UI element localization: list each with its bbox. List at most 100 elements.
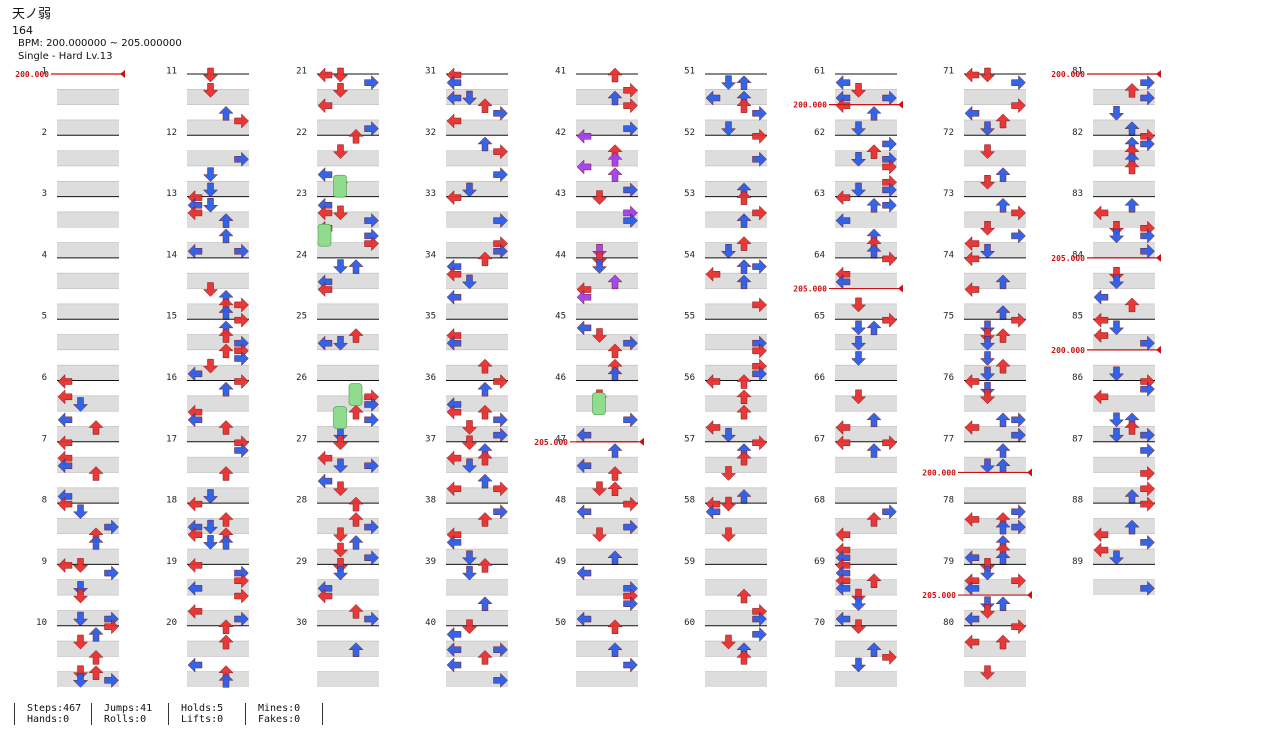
step-arrow bbox=[1140, 136, 1155, 152]
beat-band bbox=[705, 119, 767, 136]
beat-band bbox=[705, 242, 767, 258]
measure-number: 78 bbox=[943, 496, 954, 506]
step-arrow bbox=[736, 236, 752, 251]
beat-band bbox=[317, 610, 379, 626]
beat-band bbox=[317, 211, 379, 228]
step-arrow bbox=[995, 443, 1011, 458]
step-arrow bbox=[1093, 327, 1109, 344]
step-arrow bbox=[1140, 90, 1155, 106]
step-arrow bbox=[964, 105, 980, 121]
step-arrow bbox=[317, 67, 333, 83]
step-arrow bbox=[623, 519, 638, 535]
measure-number: 49 bbox=[555, 557, 566, 567]
measure-number: 24 bbox=[296, 250, 307, 260]
beat-band bbox=[576, 119, 638, 136]
step-arrow bbox=[835, 212, 851, 229]
step-arrow bbox=[218, 381, 234, 397]
beat-band bbox=[964, 181, 1026, 197]
step-arrow bbox=[752, 205, 767, 221]
step-arrow bbox=[720, 243, 737, 259]
step-arrow bbox=[234, 297, 249, 313]
beat-band bbox=[1093, 334, 1155, 350]
bpm-change-label: 205.000 bbox=[922, 591, 956, 600]
step-arrow bbox=[187, 205, 203, 221]
beat-band bbox=[446, 641, 508, 657]
beat-band bbox=[446, 89, 508, 105]
beat-band bbox=[576, 365, 638, 381]
beat-band bbox=[576, 457, 638, 473]
beat-band bbox=[576, 641, 638, 657]
beat-band bbox=[57, 181, 119, 197]
measure-number: 68 bbox=[814, 496, 825, 506]
step-arrow bbox=[1124, 519, 1140, 535]
step-arrow bbox=[317, 450, 333, 466]
beat-band bbox=[317, 641, 379, 657]
beat-band bbox=[964, 303, 1026, 320]
step-arrow bbox=[218, 228, 234, 244]
beat-band bbox=[446, 457, 508, 473]
step-arrow bbox=[866, 573, 882, 588]
beat-band bbox=[964, 579, 1026, 596]
measure-number: 17 bbox=[166, 434, 177, 444]
step-arrow bbox=[493, 504, 508, 520]
step-arrow bbox=[882, 649, 897, 665]
beat-band bbox=[1093, 181, 1155, 197]
step-arrow bbox=[1140, 496, 1155, 512]
step-arrow bbox=[1140, 534, 1155, 551]
beat-band bbox=[705, 579, 767, 596]
beat-band bbox=[57, 487, 119, 504]
step-arrow bbox=[1108, 266, 1125, 282]
beat-band bbox=[964, 549, 1026, 565]
step-arrow bbox=[1011, 312, 1026, 328]
bpm-marker-icon bbox=[1156, 253, 1161, 262]
step-arrow bbox=[964, 511, 980, 528]
beat-band bbox=[317, 273, 379, 289]
step-arrow bbox=[1093, 205, 1109, 221]
beat-band bbox=[576, 426, 638, 442]
beat-band bbox=[964, 89, 1026, 105]
measure-number: 35 bbox=[425, 312, 436, 322]
beat-band bbox=[705, 365, 767, 381]
measure-number: 83 bbox=[1072, 189, 1083, 199]
step-arrow bbox=[477, 596, 493, 611]
step-arrow bbox=[202, 67, 219, 83]
step-arrow bbox=[979, 335, 996, 351]
beat-band bbox=[964, 641, 1026, 657]
step-arrow bbox=[493, 167, 508, 183]
step-arrow bbox=[752, 105, 767, 121]
step-arrow bbox=[493, 212, 508, 229]
measure-number: 33 bbox=[425, 189, 436, 199]
step-arrow bbox=[1011, 205, 1026, 221]
step-arrow bbox=[461, 565, 478, 581]
measure-number: 13 bbox=[166, 189, 177, 199]
step-arrow bbox=[88, 466, 104, 481]
step-arrow bbox=[979, 175, 996, 190]
step-arrow bbox=[736, 259, 752, 274]
step-arrow bbox=[446, 189, 462, 206]
measure-number: 61 bbox=[814, 67, 825, 77]
measure-number: 8 bbox=[42, 496, 47, 506]
step-arrow bbox=[736, 649, 752, 665]
step-arrow bbox=[332, 435, 349, 451]
beat-band bbox=[1093, 518, 1155, 534]
measure-number: 32 bbox=[425, 128, 436, 138]
step-arrow bbox=[234, 312, 249, 328]
step-arrow bbox=[705, 419, 721, 436]
beat-band bbox=[576, 242, 638, 258]
beat-band bbox=[446, 395, 508, 412]
step-arrow bbox=[1093, 527, 1109, 543]
step-arrow bbox=[882, 159, 897, 175]
beat-band bbox=[964, 610, 1026, 626]
beat-band bbox=[705, 89, 767, 105]
step-arrow bbox=[461, 420, 478, 435]
beat-band bbox=[57, 395, 119, 412]
step-arrow bbox=[979, 604, 996, 619]
step-arrow bbox=[705, 266, 721, 282]
beat-band bbox=[705, 273, 767, 289]
step-arrow bbox=[493, 373, 508, 390]
beat-band bbox=[187, 89, 249, 105]
step-arrow bbox=[218, 672, 234, 688]
hold-note bbox=[333, 406, 347, 429]
step-arrow bbox=[850, 619, 867, 635]
measure-number: 72 bbox=[943, 128, 954, 138]
